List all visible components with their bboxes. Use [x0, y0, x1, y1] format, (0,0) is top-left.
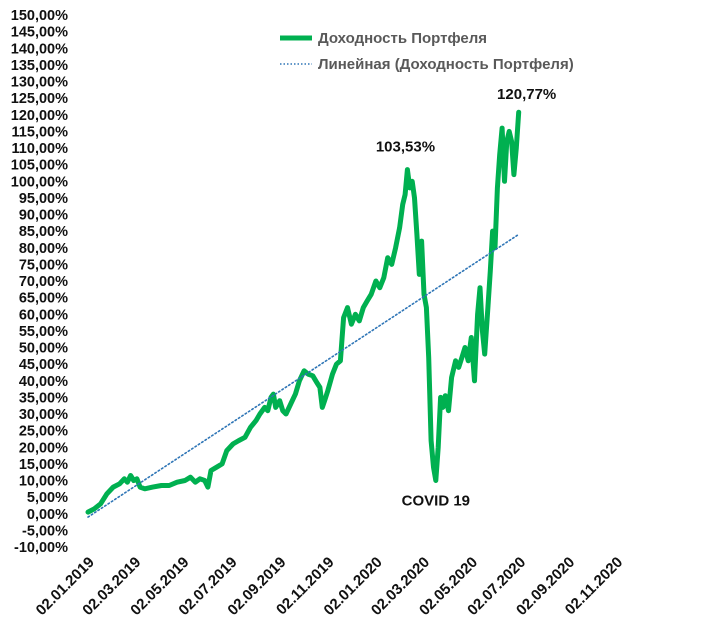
legend: Доходность Портфеля Линейная (Доходность…	[280, 30, 574, 73]
y-axis-tick-labels: -10,00%-5,00%0,00%5,00%10,00%15,00%20,00…	[11, 8, 68, 556]
y-tick-label: 10,00%	[19, 474, 68, 490]
y-tick-label: 125,00%	[11, 91, 68, 107]
y-tick-label: -10,00%	[14, 540, 68, 556]
data-annotation: 120,77%	[497, 86, 556, 103]
y-tick-label: 145,00%	[11, 25, 68, 41]
y-tick-label: 25,00%	[19, 424, 68, 440]
y-tick-label: 65,00%	[19, 291, 68, 307]
y-tick-label: 20,00%	[19, 440, 68, 456]
plot-area	[85, 109, 522, 518]
y-tick-label: 0,00%	[27, 507, 68, 523]
legend-label-series-1: Доходность Портфеля	[318, 30, 487, 47]
y-tick-label: 5,00%	[27, 490, 68, 506]
data-annotation: 103,53%	[376, 139, 435, 156]
data-annotation: COVID 19	[402, 493, 470, 510]
y-tick-label: 80,00%	[19, 241, 68, 257]
y-tick-label: 55,00%	[19, 324, 68, 340]
y-tick-label: 40,00%	[19, 374, 68, 390]
y-tick-label: 60,00%	[19, 307, 68, 323]
y-tick-label: 130,00%	[11, 75, 68, 91]
y-tick-label: 45,00%	[19, 357, 68, 373]
y-tick-label: 150,00%	[11, 8, 68, 24]
y-tick-label: 105,00%	[11, 158, 68, 174]
y-tick-label: 50,00%	[19, 341, 68, 357]
y-tick-label: 35,00%	[19, 390, 68, 406]
legend-label-series-2: Линейная (Доходность Портфеля)	[318, 56, 574, 73]
y-tick-label: 120,00%	[11, 108, 68, 124]
y-tick-label: 70,00%	[19, 274, 68, 290]
y-tick-label: 90,00%	[19, 208, 68, 224]
y-tick-label: 100,00%	[11, 174, 68, 190]
x-axis-tick-labels: 02.01.201902.03.201902.05.201902.07.2019…	[33, 554, 627, 619]
y-tick-label: 140,00%	[11, 41, 68, 57]
y-tick-label: 95,00%	[19, 191, 68, 207]
y-tick-label: 85,00%	[19, 224, 68, 240]
y-tick-label: 110,00%	[12, 141, 69, 157]
y-tick-label: 75,00%	[19, 257, 68, 273]
y-tick-label: 115,00%	[12, 124, 69, 140]
trendline-linear	[87, 233, 520, 518]
series-line-portfolio-return	[85, 109, 522, 515]
y-tick-label: 30,00%	[19, 407, 68, 423]
y-tick-label: 15,00%	[19, 457, 68, 473]
y-tick-label: 135,00%	[11, 58, 68, 74]
annotations: 103,53% 120,77% COVID 19	[376, 86, 556, 509]
y-tick-label: -5,00%	[22, 523, 68, 539]
